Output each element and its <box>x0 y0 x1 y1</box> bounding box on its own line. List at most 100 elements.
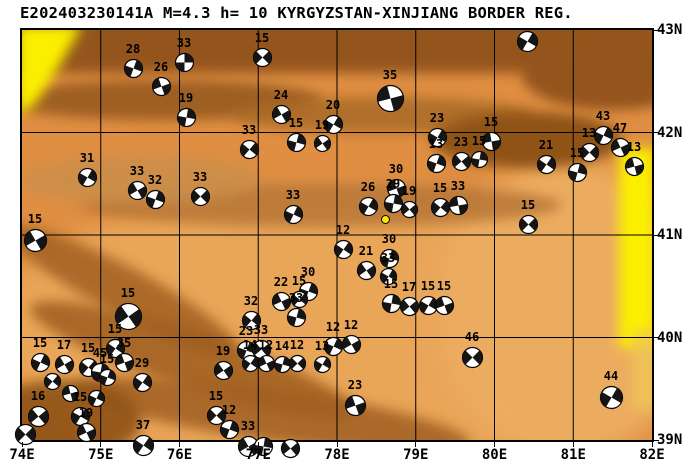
depth-label: 19 <box>78 406 94 420</box>
focal-mechanism <box>23 228 48 253</box>
depth-label: 47 <box>612 121 628 135</box>
focal-mechanism <box>567 162 588 183</box>
depth-label: 15 <box>291 274 307 288</box>
focal-mechanism <box>448 195 469 216</box>
depth-label: 13 <box>626 140 642 154</box>
depth-label: 44 <box>603 369 619 383</box>
focal-mechanism <box>190 186 211 207</box>
focal-mechanism <box>599 385 624 410</box>
focal-mechanism <box>536 154 557 175</box>
focal-mechanism <box>253 436 274 457</box>
focal-mechanism <box>313 134 332 153</box>
focal-mechanism <box>426 153 447 174</box>
focal-mechanism <box>87 389 106 408</box>
lat-tick <box>654 29 659 31</box>
depth-label: 45 <box>92 346 108 360</box>
depth-label: 28 <box>125 42 141 56</box>
lon-label: 79E <box>403 447 429 463</box>
depth-label: 13 <box>581 126 597 140</box>
depth-label: 43 <box>595 109 611 123</box>
focal-mechanism <box>516 30 539 53</box>
depth-label: 33 <box>253 323 269 337</box>
depth-label: 23 <box>453 135 469 149</box>
lon-tick <box>257 442 259 447</box>
depth-label: 33 <box>129 164 145 178</box>
focal-mechanism <box>132 434 155 457</box>
focal-mechanism <box>461 346 484 369</box>
lat-label: 41N <box>657 227 683 243</box>
focal-mechanism <box>27 405 50 428</box>
depth-label: 33 <box>192 170 208 184</box>
focal-mechanism <box>43 372 62 391</box>
depth-label: 17 <box>401 280 417 294</box>
focal-mechanism <box>579 142 600 163</box>
depth-label: 26 <box>153 60 169 74</box>
focal-mechanism <box>358 196 379 217</box>
focal-mechanism <box>286 307 307 328</box>
focal-mechanism <box>286 132 307 153</box>
epicenter-marker <box>380 210 391 229</box>
map-frame: 28 26 33 15 19 24 20 35 33 15 19 23 15 13 23 15 21 43 47 13… <box>14 28 654 458</box>
depth-label: 35 <box>116 336 132 350</box>
focal-mechanism <box>174 52 195 73</box>
depth-label: 31 <box>79 151 95 165</box>
depth-label: 33 <box>176 36 192 50</box>
depth-label: 15 <box>107 322 123 336</box>
depth-label: 12 <box>258 338 274 352</box>
depth-label: 33 <box>241 123 257 137</box>
lon-tick <box>494 442 495 447</box>
depth-label: 14 <box>274 339 290 353</box>
depth-label: 29 <box>134 356 150 370</box>
depth-label: 14 <box>242 338 258 352</box>
depth-label: 15 <box>27 212 43 226</box>
depth-label: 19 <box>215 344 231 358</box>
depth-label: 21 <box>358 244 374 258</box>
focal-mechanism <box>241 354 260 373</box>
focal-mechanism <box>386 178 407 199</box>
focal-mechanism <box>176 107 197 128</box>
lat-tick <box>654 234 659 236</box>
focal-mechanism <box>257 354 276 373</box>
depth-label: 35 <box>382 68 398 82</box>
focal-mechanism <box>341 334 362 355</box>
focal-mechanism <box>624 156 645 177</box>
focal-mechanism <box>151 76 172 97</box>
depth-label: 12 <box>289 338 305 352</box>
focal-mechanism <box>251 339 272 360</box>
focal-mechanism <box>271 291 292 312</box>
depth-label: 33 <box>285 188 301 202</box>
focal-mechanism <box>376 84 405 113</box>
lon-label: 74E <box>9 447 35 463</box>
depth-label: 32 <box>243 294 259 308</box>
lon-tick <box>651 442 653 447</box>
depth-label: 15 <box>80 341 96 355</box>
depth-label: 15 <box>520 198 536 212</box>
depth-label: 33 <box>288 291 304 305</box>
depth-label: 21 <box>538 138 554 152</box>
lat-label: 40N <box>657 329 683 346</box>
lon-label: 80E <box>481 447 508 463</box>
focal-mechanism <box>114 302 143 331</box>
focal-mechanism <box>313 355 332 374</box>
focal-mechanism <box>434 295 455 316</box>
focal-mechanism <box>379 267 398 286</box>
lon-tick <box>415 442 417 447</box>
focal-mechanism <box>70 406 91 427</box>
depth-label: 19 <box>401 184 417 198</box>
lon-tick <box>100 442 102 447</box>
lon-label: 77E <box>245 447 271 463</box>
depth-label: 19 <box>314 118 330 132</box>
focal-mechanism <box>290 290 309 309</box>
focal-mechanism <box>273 355 292 374</box>
focal-mechanism <box>427 127 448 148</box>
focal-mechanism <box>271 104 292 125</box>
depth-label: 15 <box>471 134 487 148</box>
focal-mechanism <box>145 189 166 210</box>
depth-label: 15 <box>436 279 452 293</box>
focal-mechanism <box>127 180 148 201</box>
depth-label: 37 <box>135 418 151 432</box>
focal-mechanism <box>481 131 502 152</box>
depth-label: 12 <box>343 318 359 332</box>
focal-mechanism <box>54 354 75 375</box>
